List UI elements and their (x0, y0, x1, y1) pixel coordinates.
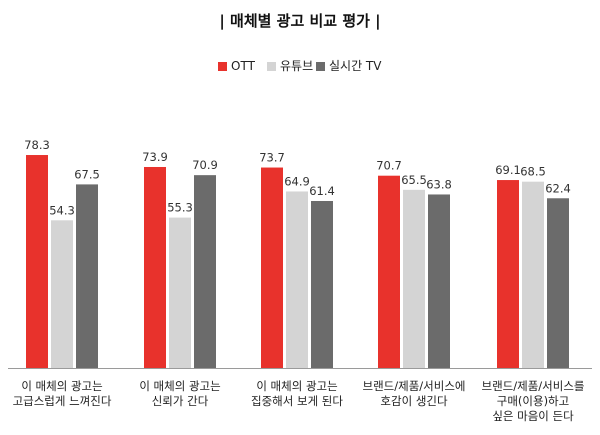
category-label: 이 매체의 광고는 (139, 379, 220, 393)
data-label: 70.9 (192, 158, 218, 172)
data-label: 73.9 (142, 150, 168, 164)
legend-swatch (316, 62, 325, 71)
category-label: 호감이 생긴다 (380, 394, 448, 408)
bar (144, 166, 166, 368)
category-label: 브랜드/제품/서비스를 (482, 379, 585, 393)
legend-swatch (267, 62, 276, 71)
bar (522, 181, 544, 368)
legend-label: 실시간 TV (329, 59, 382, 73)
category-label: 이 매체의 광고는 (256, 379, 337, 393)
category-label: 이 매체의 광고는 (21, 379, 102, 393)
category-label: 신뢰가 간다 (152, 394, 209, 408)
category-label: 고급스럽게 느껴진다 (13, 394, 112, 408)
legend-item: 유튜브 (267, 59, 313, 73)
legend-item: OTT (218, 59, 256, 73)
bar (76, 184, 98, 368)
data-label: 68.5 (520, 165, 546, 179)
legend-label: OTT (231, 59, 256, 73)
data-label: 63.8 (426, 177, 452, 191)
category-label: 구매(이용)하고 (497, 394, 569, 408)
bar (286, 191, 308, 368)
legend: OTT 유튜브 실시간 TV (218, 59, 382, 73)
bar (378, 175, 400, 368)
category-label: 브랜드/제품/서비스에 (363, 379, 466, 393)
bar (51, 220, 73, 368)
data-label: 65.5 (401, 173, 427, 187)
data-label: 70.7 (376, 159, 402, 173)
data-label: 73.7 (259, 151, 285, 165)
data-label: 78.3 (24, 138, 50, 152)
bar (403, 189, 425, 368)
bar (261, 167, 283, 368)
data-label: 64.9 (284, 174, 310, 188)
category-label: 싶은 마음이 든다 (492, 409, 574, 423)
bar (428, 194, 450, 368)
bar (547, 198, 569, 368)
data-label: 62.4 (545, 181, 571, 195)
data-label: 67.5 (74, 167, 100, 181)
bar (169, 217, 191, 368)
data-label: 54.3 (49, 203, 75, 217)
category-label: 집중해서 보게 된다 (251, 394, 343, 408)
chart-title: | 매체별 광고 비교 평가 | (219, 12, 380, 31)
bar (26, 155, 48, 368)
legend-item: 실시간 TV (316, 59, 382, 73)
data-label: 69.1 (495, 163, 521, 177)
bar (194, 175, 216, 368)
legend-label: 유튜브 (280, 59, 313, 73)
bar (497, 180, 519, 368)
bar (311, 200, 333, 368)
data-label: 55.3 (167, 201, 193, 215)
legend-swatch (218, 62, 227, 71)
data-label: 61.4 (309, 184, 335, 198)
